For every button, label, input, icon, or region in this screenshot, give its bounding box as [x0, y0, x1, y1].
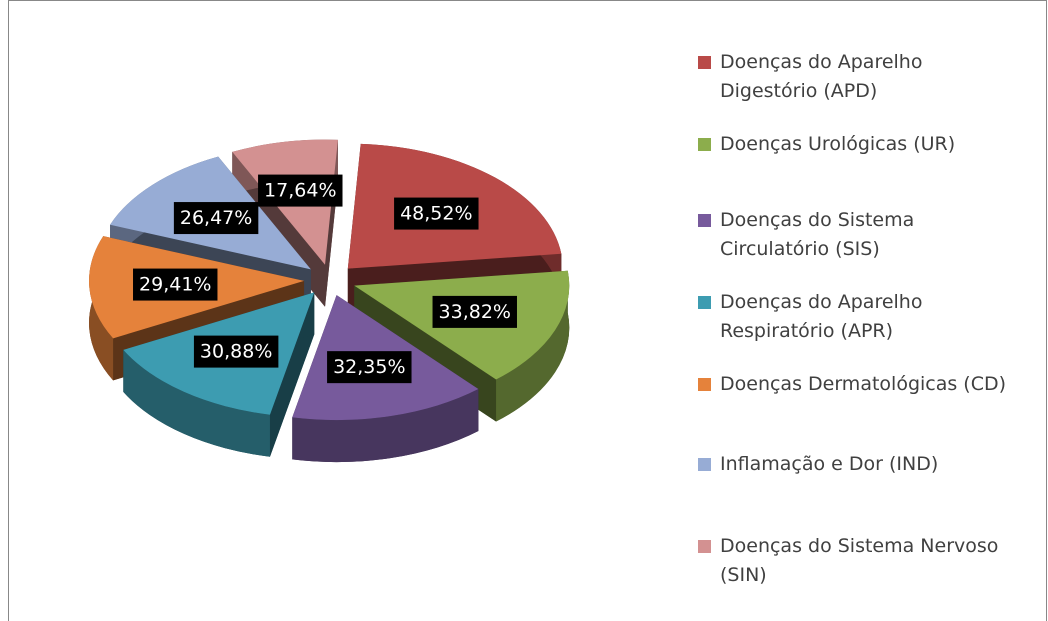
legend-label: Doenças do Aparelho Respiratório (APR) [720, 291, 923, 342]
data-label: 32,35% [333, 356, 405, 378]
slice-side [292, 389, 479, 463]
legend-swatch [698, 540, 711, 553]
legend-swatch [698, 378, 711, 391]
slice-side [123, 349, 270, 457]
data-label: 48,52% [400, 203, 472, 225]
legend-label: Inflamação e Dor (IND) [720, 453, 939, 475]
data-label: 33,82% [439, 301, 511, 323]
data-label-box [173, 202, 259, 235]
legend-item: Doenças Dermatológicas (CD) [698, 370, 1043, 399]
legend-item: Doenças do Aparelho Digestório (APD) [698, 48, 1043, 106]
data-label: 30,88% [200, 341, 272, 363]
legend-swatch [698, 214, 711, 227]
slice [292, 295, 479, 463]
data-label-box [327, 351, 412, 384]
data-label-box [258, 174, 343, 207]
legend-label: Doenças do Sistema Nervoso (SIN) [720, 535, 999, 586]
data-label-box [133, 268, 218, 301]
legend-item: Doenças Urológicas (UR) [698, 130, 1043, 159]
data-label: 29,41% [139, 274, 211, 296]
data-label: 26,47% [180, 207, 252, 229]
legend-label: Doenças do Aparelho Digestório (APD) [720, 51, 923, 102]
data-label: 17,64% [264, 180, 336, 202]
legend-item: Doenças do Sistema Nervoso (SIN) [698, 532, 1043, 590]
data-label-box [394, 197, 479, 230]
legend-item: Doenças do Sistema Circulatório (SIS) [698, 206, 1043, 264]
legend-swatch [698, 138, 711, 151]
legend-swatch [698, 296, 711, 309]
legend-label: Doenças Urológicas (UR) [720, 133, 956, 155]
legend-item: Inflamação e Dor (IND) [698, 450, 1043, 479]
legend-swatch [698, 56, 711, 69]
data-label-box [193, 335, 279, 368]
legend-label: Doenças do Sistema Circulatório (SIS) [720, 209, 915, 260]
data-label-box [432, 295, 517, 328]
legend-swatch [698, 458, 711, 471]
legend-item: Doenças do Aparelho Respiratório (APR) [698, 288, 1043, 346]
chart-frame [8, 0, 1047, 621]
slice-side [496, 270, 570, 422]
legend-label: Doenças Dermatológicas (CD) [720, 373, 1007, 395]
